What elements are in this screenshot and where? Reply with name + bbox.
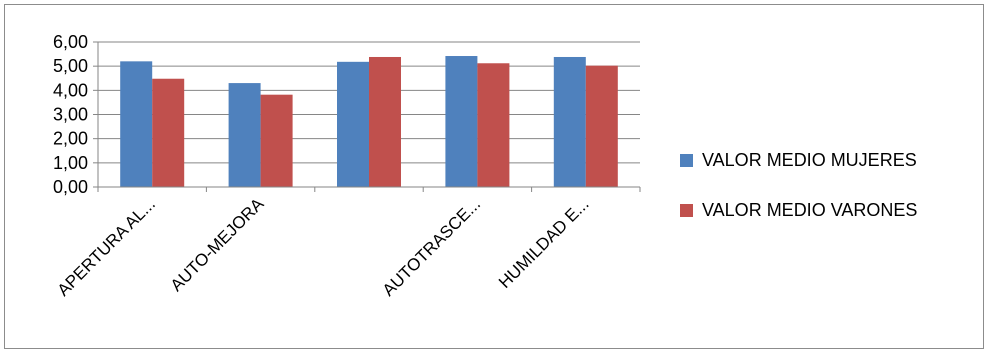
x-category-label: AUTO-MEJORA bbox=[167, 194, 268, 295]
x-axis-tickmarks bbox=[98, 187, 640, 192]
y-tick-label: 3,00 bbox=[53, 105, 88, 125]
bar-mujeres bbox=[337, 62, 369, 187]
y-axis-ticks: 0,00 1,00 2,00 3,00 4,00 5,00 6,00 bbox=[53, 32, 98, 197]
legend-label: VALOR MEDIO MUJERES bbox=[702, 150, 917, 170]
bar-varones bbox=[477, 63, 509, 187]
x-category-label: APERTURA AL... bbox=[54, 194, 159, 299]
x-axis-category-labels: APERTURA AL... AUTO-MEJORA AUTOTRASCE... HU… bbox=[54, 194, 593, 300]
legend-swatch bbox=[680, 204, 693, 217]
bar-mujeres bbox=[120, 61, 152, 187]
y-tick-label: 2,00 bbox=[53, 129, 88, 149]
x-category-label: HUMILDAD E... bbox=[495, 194, 593, 292]
bar-varones bbox=[369, 57, 401, 187]
y-tick-label: 4,00 bbox=[53, 80, 88, 100]
bar-mujeres bbox=[554, 57, 586, 187]
bar-mujeres bbox=[229, 83, 261, 187]
legend-label: VALOR MEDIO VARONES bbox=[702, 200, 917, 220]
bars bbox=[120, 56, 618, 187]
x-category-label: AUTOTRASCE... bbox=[379, 194, 484, 299]
y-tick-label: 6,00 bbox=[53, 32, 88, 52]
bar-mujeres bbox=[445, 56, 477, 187]
y-tick-label: 1,00 bbox=[53, 153, 88, 173]
bar-varones bbox=[586, 66, 618, 187]
legend: VALOR MEDIO MUJERES VALOR MEDIO VARONES bbox=[680, 150, 917, 220]
bar-varones bbox=[152, 79, 184, 187]
legend-swatch bbox=[680, 154, 693, 167]
y-tick-label: 0,00 bbox=[53, 177, 88, 197]
bar-varones bbox=[261, 95, 293, 187]
y-tick-label: 5,00 bbox=[53, 56, 88, 76]
